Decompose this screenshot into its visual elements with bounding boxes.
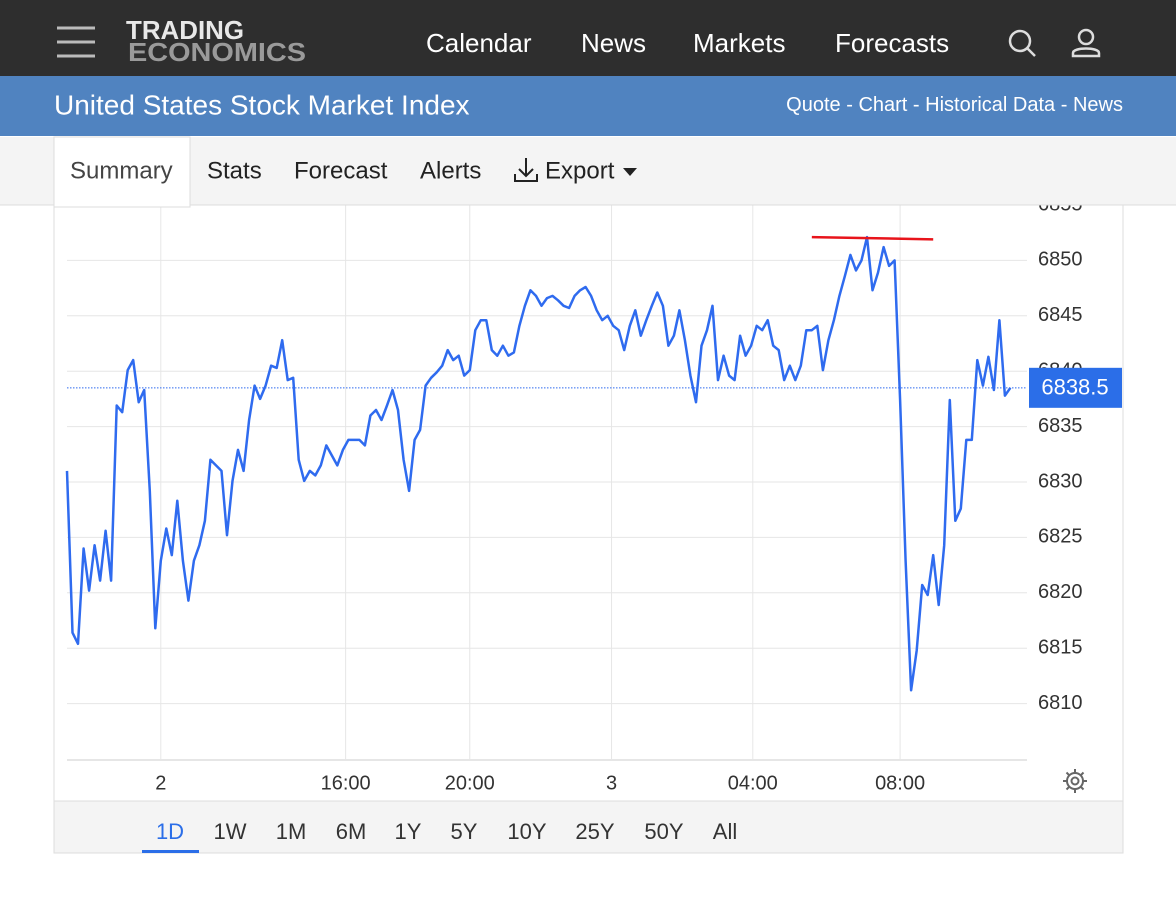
y-tick-label: 6835 [1038,415,1083,437]
separator: - [913,94,920,116]
tab-row [0,137,1176,205]
title-link[interactable]: Historical Data [925,94,1056,116]
title-link[interactable]: Chart [858,94,907,116]
search-icon[interactable] [1008,29,1036,57]
dropdown-caret [623,168,637,176]
range-button[interactable]: All [713,819,737,844]
x-tick-label: 04:00 [728,772,778,794]
active-tab[interactable] [53,136,191,208]
nav-link[interactable]: Markets [693,28,785,58]
x-tick-label: 16:00 [321,772,371,794]
x-tick-label: 2 [155,772,166,794]
x-tick-label: 20:00 [445,772,495,794]
logo-top[interactable]: TRADING [126,15,244,45]
range-button[interactable]: 1M [276,819,307,844]
title-bar [0,76,1176,136]
drawn-line [811,235,934,241]
tab[interactable]: Export [545,157,615,184]
range-button[interactable]: 50Y [644,819,683,844]
y-tick-label: 6825 [1038,526,1083,548]
range-button[interactable]: 6M [336,819,367,844]
range-button[interactable]: 25Y [575,819,614,844]
tab[interactable]: Alerts [420,157,481,184]
menu-icon[interactable] [57,26,95,58]
title-link[interactable]: News [1073,94,1123,116]
y-tick-label: 6830 [1038,470,1083,492]
top-nav [0,0,1176,76]
y-tick-label: 6850 [1038,249,1083,271]
price-line [65,235,1012,692]
tab[interactable]: Summary [70,157,173,184]
nav-link[interactable]: Forecasts [835,28,949,58]
title-links: Quote - Chart - Historical Data - News [786,94,1123,116]
nav-link[interactable]: News [581,28,646,58]
range-buttons: 1D 1W 1M 6M 1Y 5Y 10Y 25Y 50Y All [142,819,737,853]
last-price-box [1029,367,1122,408]
nav-link[interactable]: Calendar [426,28,532,58]
user-icon[interactable] [1071,28,1101,58]
logo-bottom[interactable]: ECONOMICS [128,37,306,67]
range-button[interactable]: 1W [214,819,247,844]
range-button[interactable]: 5Y [451,819,478,844]
range-button[interactable]: 1Y [395,819,422,844]
y-tick-label: 6820 [1038,581,1083,603]
page-title: United States Stock Market Index [54,89,470,120]
tab[interactable]: Forecast [294,157,388,184]
tab[interactable]: Stats [207,157,262,184]
x-tick-label: 08:00 [875,772,925,794]
separator: - [1061,94,1068,116]
y-tick-label: 6810 [1038,692,1083,714]
title-link[interactable]: Quote [786,94,840,116]
chart-box [53,199,1124,854]
range-button[interactable]: 1D [156,819,184,844]
x-tick-label: 3 [606,772,617,794]
last-price-label: 6838.5 [1041,375,1108,400]
range-active-underline [142,850,199,853]
settings-icon[interactable] [1063,769,1087,793]
separator: - [846,94,853,116]
y-tick-label: 6845 [1038,304,1083,326]
y-tick-label: 6815 [1038,636,1083,658]
range-bar [53,800,1124,854]
export-icon [514,158,538,182]
range-button[interactable]: 10Y [507,819,546,844]
